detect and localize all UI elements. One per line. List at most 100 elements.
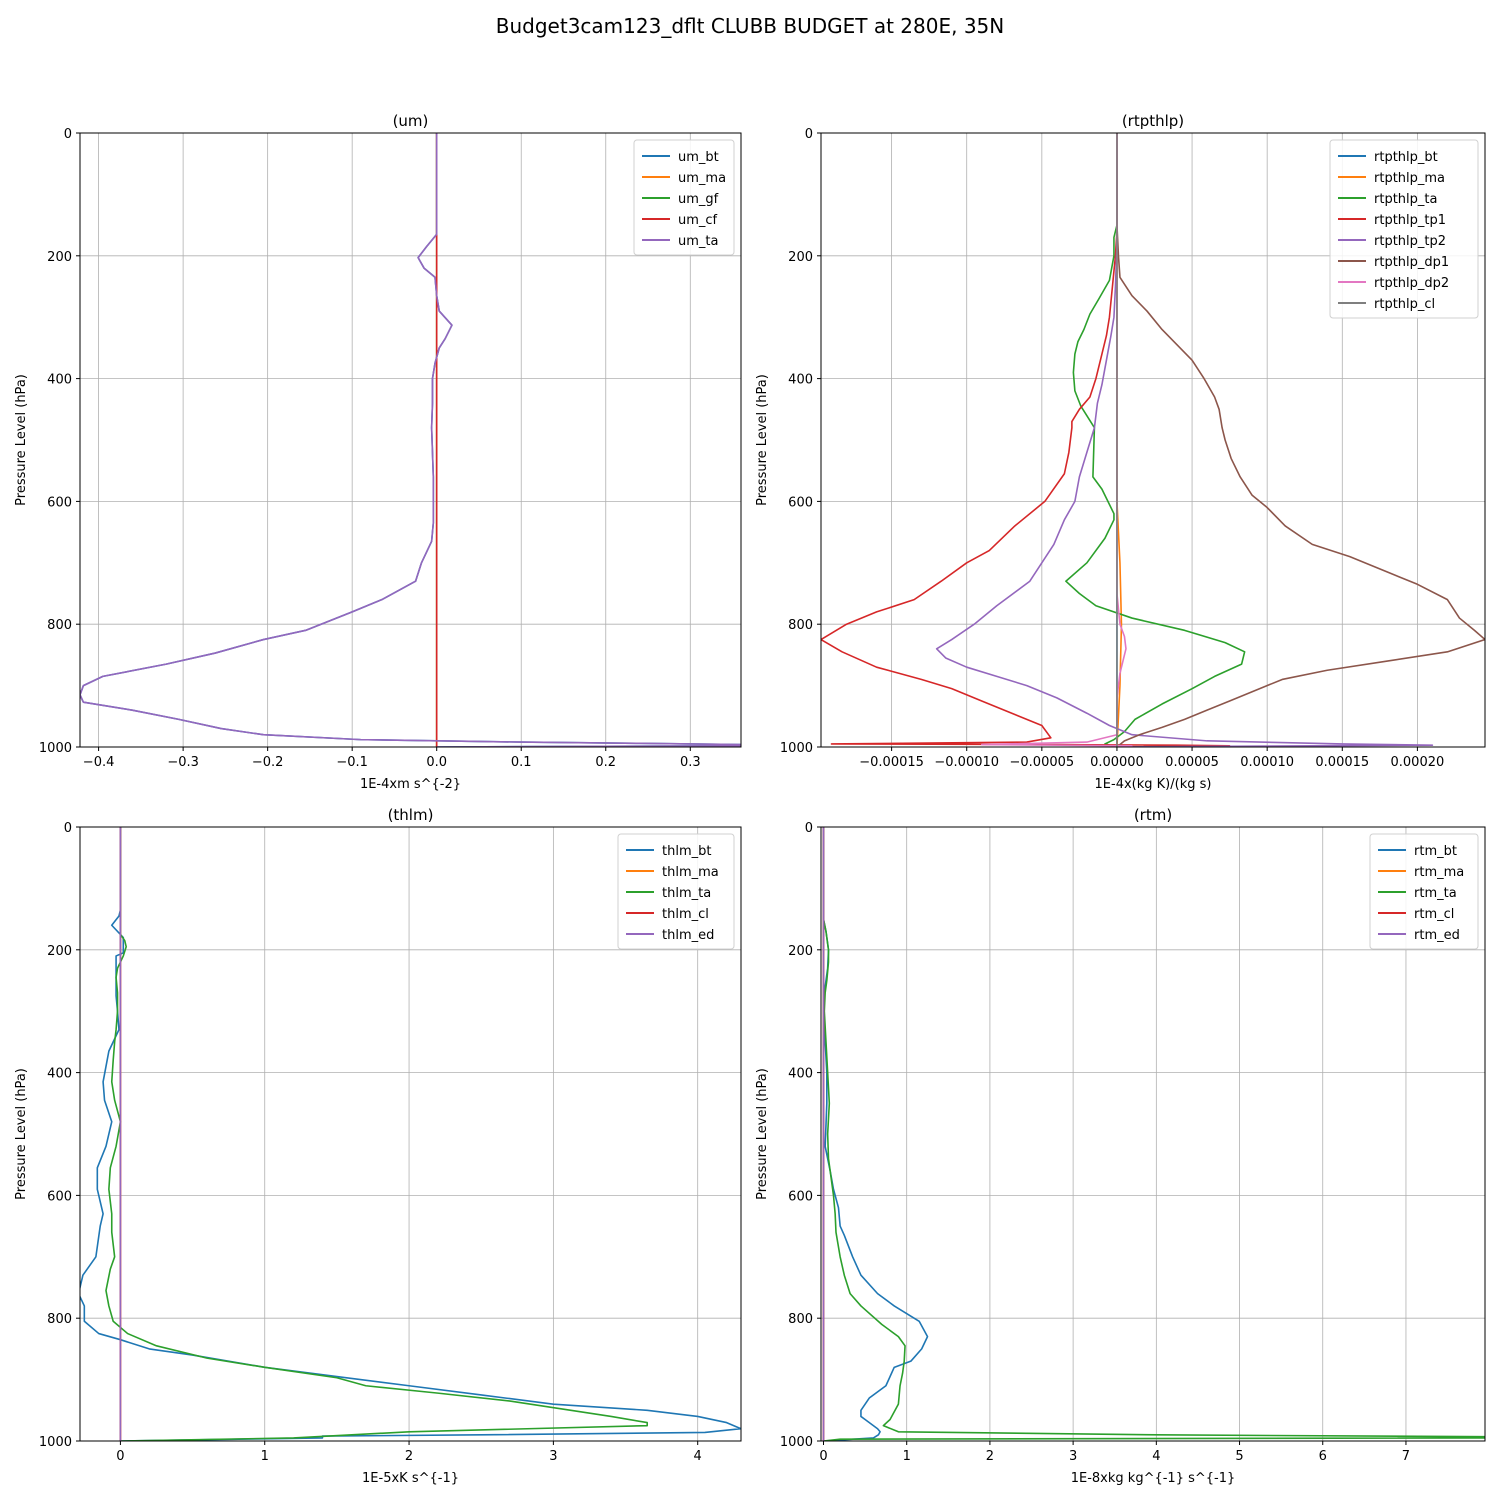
x-tick-label: 4 xyxy=(1152,1449,1160,1464)
x-tick-label: 0.1 xyxy=(511,755,532,770)
x-tick-label: 3 xyxy=(1069,1449,1077,1464)
x-tick-label: 0.00020 xyxy=(1391,755,1445,770)
series-line-rtpthlp_dp2 xyxy=(980,133,1133,747)
x-tick-label: 0.3 xyxy=(680,755,701,770)
x-tick-label: −0.3 xyxy=(167,755,199,770)
y-tick-label: 800 xyxy=(788,618,813,633)
y-tick-label: 0 xyxy=(64,127,72,142)
series-line-rtm_bt xyxy=(822,827,929,1441)
legend-label: um_ta xyxy=(678,234,718,249)
series-line-rtpthlp_tp2 xyxy=(935,133,1434,747)
y-tick-label: 1000 xyxy=(39,741,72,756)
y-tick-label: 1000 xyxy=(780,741,813,756)
legend: thlm_bt thlm_ma thlm_ta thlm_cl thlm_ed xyxy=(617,833,735,950)
x-tick-label: 2 xyxy=(405,1449,413,1464)
x-tick-label: 1 xyxy=(261,1449,269,1464)
y-tick-label: 200 xyxy=(47,250,72,265)
y-tick-label: 600 xyxy=(788,1189,813,1204)
legend-box xyxy=(617,833,735,950)
legend: um_bt um_ma um_gf um_cf um_ta xyxy=(633,139,735,256)
x-tick-label: −0.2 xyxy=(252,755,284,770)
y-tick-label: 800 xyxy=(788,1312,813,1327)
x-tick-label: 6 xyxy=(1319,1449,1327,1464)
y-tick-label: 1000 xyxy=(39,1435,72,1450)
y-tick-label: 200 xyxy=(47,944,72,959)
x-tick-label: 0.00005 xyxy=(1165,755,1219,770)
panel-title: (rtpthlp) xyxy=(1122,112,1184,130)
legend-label: thlm_cl xyxy=(662,907,709,922)
y-tick-label: 400 xyxy=(47,373,72,388)
legend-label: um_gf xyxy=(678,192,719,207)
legend-label: thlm_ma xyxy=(662,865,719,880)
x-tick-label: −0.1 xyxy=(336,755,368,770)
y-axis-label: Pressure Level (hPa) xyxy=(755,374,770,506)
x-axis-label: 1E-4xm s^{-2} xyxy=(360,777,461,792)
legend: rtpthlp_bt rtpthlp_ma rtpthlp_ta rtpthlp_tp… xyxy=(1329,139,1479,319)
y-tick-label: 200 xyxy=(788,250,813,265)
x-axis-label: 1E-4x(kg K)/(kg s) xyxy=(1095,777,1212,792)
x-tick-label: 0.00010 xyxy=(1240,755,1294,770)
series-line-rtpthlp_dp1 xyxy=(1116,133,1485,747)
panel-title: (um) xyxy=(393,112,429,130)
x-tick-label: 2 xyxy=(986,1449,994,1464)
chart-panel-0: −0.4 −0.3 −0.2 −0.1 0.0 0.1 0.2 0.3 0 200 400 600 80… xyxy=(14,112,742,792)
legend-box xyxy=(633,139,735,256)
y-tick-label: 0 xyxy=(64,821,72,836)
y-tick-label: 600 xyxy=(788,495,813,510)
legend-box xyxy=(1369,833,1479,950)
legend-label: um_bt xyxy=(678,150,719,165)
legend-label: rtm_ta xyxy=(1414,886,1457,901)
axes-frame xyxy=(79,132,742,748)
series-group xyxy=(80,827,741,1441)
y-axis-label: Pressure Level (hPa) xyxy=(14,1068,29,1200)
x-tick-label: 0.00015 xyxy=(1315,755,1369,770)
chart-panel-2: 0 1 2 3 4 0 200 400 600 800 1000 (thlm) 1E-5xK s^{-1… xyxy=(14,806,742,1486)
legend: rtm_bt rtm_ma rtm_ta rtm_cl rtm_ed xyxy=(1369,833,1479,950)
x-axis-label: 1E-5xK s^{-1} xyxy=(362,1471,459,1486)
y-tick-label: 400 xyxy=(788,373,813,388)
y-tick-label: 600 xyxy=(47,1189,72,1204)
axes-frame xyxy=(79,826,742,1442)
legend-label: thlm_ed xyxy=(662,928,714,943)
series-group xyxy=(821,133,1485,747)
series-line-rtm_ta xyxy=(822,827,1485,1441)
y-tick-label: 200 xyxy=(788,944,813,959)
x-tick-label: −0.00005 xyxy=(1010,755,1075,770)
x-tick-label: 5 xyxy=(1235,1449,1243,1464)
figure-title: Budget3cam123_dflt CLUBB BUDGET at 280E,… xyxy=(495,14,1005,38)
chart-panel-1: −0.00015 −0.00010 −0.00005 0.00000 0.00005 0.… xyxy=(755,112,1486,792)
legend-label: rtpthlp_dp2 xyxy=(1374,276,1449,291)
panel-title: (thlm) xyxy=(388,806,434,824)
legend-label: rtpthlp_cl xyxy=(1374,297,1435,312)
y-tick-label: 1000 xyxy=(780,1435,813,1450)
x-tick-label: 7 xyxy=(1402,1449,1410,1464)
legend-label: rtpthlp_ta xyxy=(1374,192,1437,207)
y-tick-label: 600 xyxy=(47,495,72,510)
x-tick-label: 1 xyxy=(903,1449,911,1464)
legend-label: rtm_cl xyxy=(1414,907,1454,922)
x-tick-label: 4 xyxy=(694,1449,702,1464)
x-axis-label: 1E-8xkg kg^{-1} s^{-1} xyxy=(1071,1471,1236,1486)
legend-label: rtpthlp_ma xyxy=(1374,171,1445,186)
series-group xyxy=(80,133,741,747)
series-line-rtpthlp_tp1 xyxy=(821,133,1231,747)
series-line-thlm_ta xyxy=(105,827,648,1441)
y-tick-label: 0 xyxy=(805,821,813,836)
series-line-rtpthlp_ta xyxy=(1065,133,1246,747)
x-tick-label: 0.00000 xyxy=(1090,755,1144,770)
axes-frame xyxy=(820,826,1486,1442)
legend-label: rtpthlp_dp1 xyxy=(1374,255,1449,270)
y-tick-label: 0 xyxy=(805,127,813,142)
x-tick-label: 0 xyxy=(116,1449,124,1464)
legend-label: rtm_ed xyxy=(1414,928,1460,943)
x-tick-label: −0.00015 xyxy=(859,755,924,770)
x-tick-label: 0.0 xyxy=(426,755,447,770)
series-line-um_ta xyxy=(80,133,741,747)
legend-label: rtm_ma xyxy=(1414,865,1464,880)
chart-panel-3: 0 1 2 3 4 5 6 7 0 200 400 600 800 1000 (rtm) 1E-8xkg kg… xyxy=(755,806,1486,1486)
legend-label: thlm_ta xyxy=(662,886,711,901)
series-group xyxy=(822,827,1485,1441)
legend-label: um_ma xyxy=(678,171,726,186)
panel-title: (rtm) xyxy=(1134,806,1172,824)
legend-box xyxy=(1329,139,1479,319)
